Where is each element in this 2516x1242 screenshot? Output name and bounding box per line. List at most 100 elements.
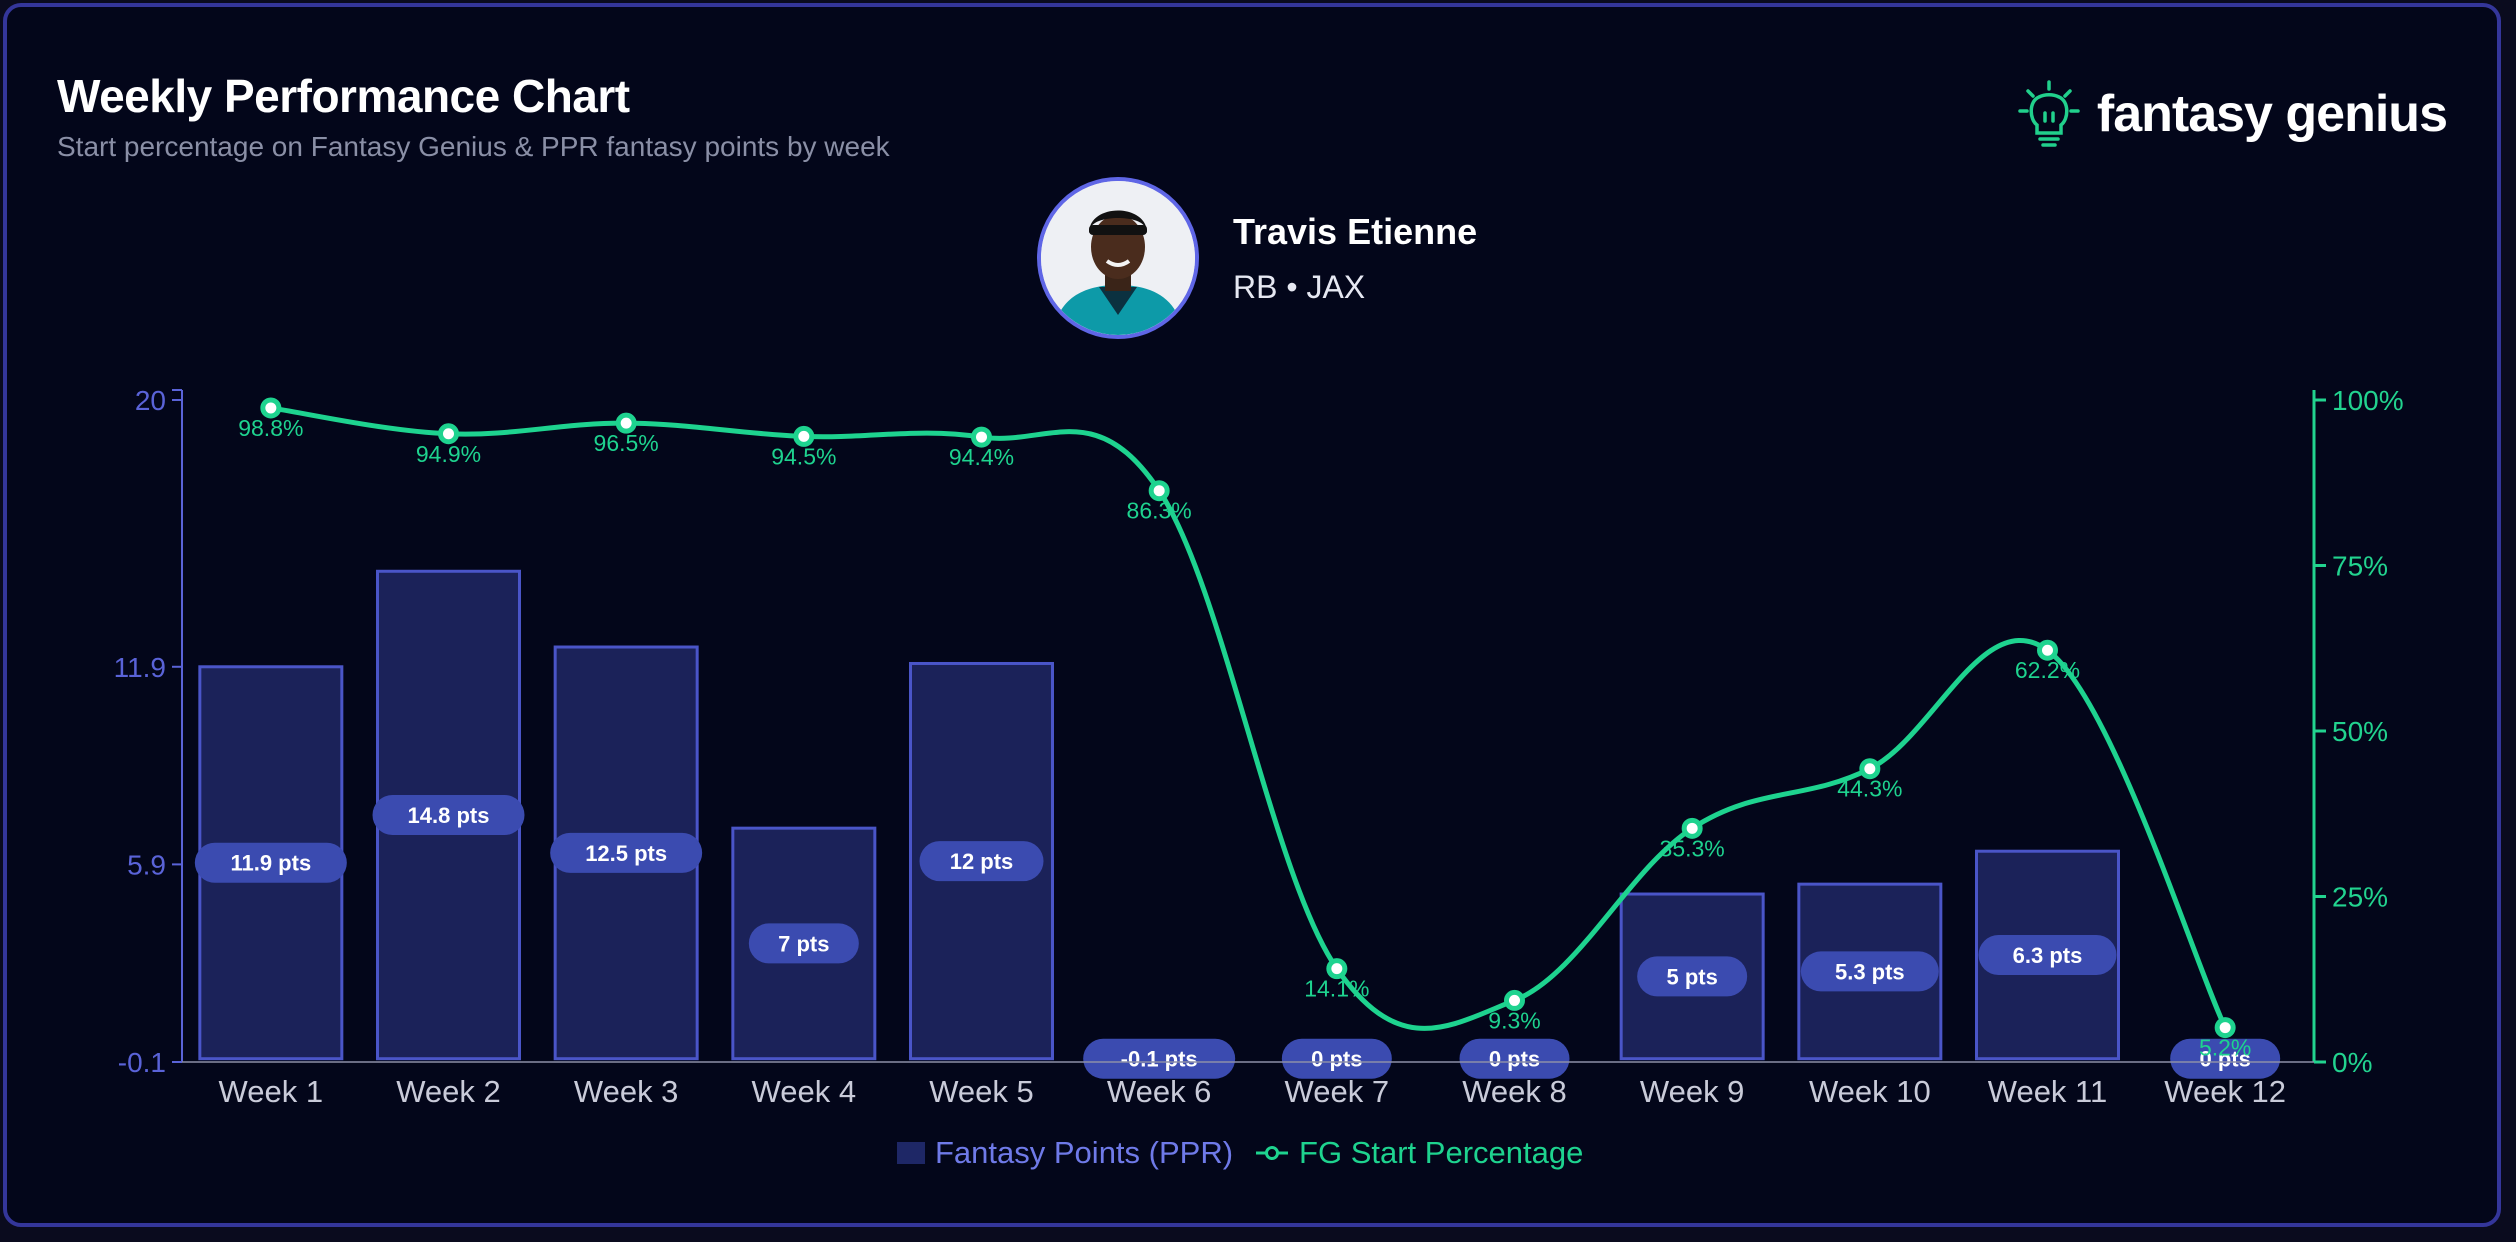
bar-value-label: 0 pts xyxy=(1459,1038,1570,1079)
line-value-label: 14.1% xyxy=(1304,976,1369,1002)
bar-value-pill xyxy=(2170,1038,2281,1079)
bar-series: 11.9 pts 14.8 pts 12.5 pts 7 pts 12 pts -0.1 … xyxy=(194,569,2281,1079)
player-avatar xyxy=(1037,177,1199,339)
bar-value-pill xyxy=(919,841,1044,882)
bar-value-pill xyxy=(372,794,525,835)
line-value-label: 98.8% xyxy=(238,415,303,441)
bar-value-label: 12 pts xyxy=(919,841,1044,882)
left-axis-tick-label: 11.9 xyxy=(114,652,166,683)
line-point xyxy=(2214,1017,2236,1039)
line-point xyxy=(260,397,282,419)
x-axis-tick-label: Week 2 xyxy=(396,1074,501,1109)
bar-value-label: 14.8 pts xyxy=(372,794,525,835)
lightbulb-icon xyxy=(2018,80,2080,147)
bar-value-text: 7 pts xyxy=(778,931,829,956)
x-axis-tick-label: Week 5 xyxy=(929,1074,1034,1109)
right-axis-tick-label: 100% xyxy=(2332,385,2404,416)
bar-value-text: 12.5 pts xyxy=(585,841,667,866)
legend-label-start-pct: FG Start Percentage xyxy=(1299,1135,1584,1170)
bar-value-text: 0 pts xyxy=(1489,1047,1540,1072)
bar-value-pill xyxy=(748,923,859,964)
legend-swatch-line xyxy=(1256,1146,1289,1160)
right-axis-tick-label: 0% xyxy=(2332,1047,2372,1078)
bar-value-text: -0.1 pts xyxy=(1121,1047,1198,1072)
line-value-label: 5.2% xyxy=(2199,1035,2251,1061)
bar-value-pill xyxy=(1083,1038,1236,1079)
bar-value-text: 0 pts xyxy=(1311,1047,1362,1072)
bar-value-label: -0.1 pts xyxy=(1083,1038,1236,1079)
bar-value-label: 0 pts xyxy=(1281,1038,1392,1079)
player-photo xyxy=(1041,181,1195,335)
player-header: Travis Etienne RB • JAX xyxy=(1037,177,1477,339)
right-axis-tick-label: 25% xyxy=(2332,882,2388,913)
right-axis-tick-label: 75% xyxy=(2332,551,2388,582)
legend-swatch-bar xyxy=(897,1142,925,1164)
x-axis-tick-label: Week 9 xyxy=(1640,1074,1745,1109)
x-axis-tick-label: Week 4 xyxy=(752,1074,857,1109)
line-value-label: 94.5% xyxy=(771,443,836,469)
line-point xyxy=(1148,480,1170,502)
bar-value-text: 6.3 pts xyxy=(2013,943,2083,968)
bar-value-pill xyxy=(1637,956,1748,997)
line-point xyxy=(971,426,992,448)
chart-legend: Fantasy Points (PPR) FG Start Percentage xyxy=(897,1135,1605,1171)
chart-subtitle: Start percentage on Fantasy Genius & PPR… xyxy=(57,131,890,162)
bar-value-pill xyxy=(1281,1038,1392,1079)
line-point xyxy=(1504,989,1525,1011)
brand-logo: fantasy genius xyxy=(2017,79,2448,149)
line-series: 98.8% 94.9% 96.5% 94.5% 94.4% 86.3% 14.1% 9.3% 3… xyxy=(238,397,2251,1061)
bar-value-pill xyxy=(1978,934,2117,975)
x-axis-tick-label: Week 10 xyxy=(1809,1074,1931,1109)
x-axis-tick-label: Week 6 xyxy=(1107,1074,1212,1109)
player-name: Travis Etienne xyxy=(1233,210,1478,252)
bar-value-pill xyxy=(550,832,703,873)
line-value-label: 62.2% xyxy=(2015,657,2080,683)
left-axis-tick-label: -0.1 xyxy=(118,1047,166,1078)
bar-value-label: 12.5 pts xyxy=(550,832,703,873)
line-point xyxy=(438,423,459,445)
bar-value-text: 5.3 pts xyxy=(1835,959,1905,984)
x-axis-tick-label: Week 12 xyxy=(2164,1074,2286,1109)
bar-value-pill xyxy=(1800,951,1939,992)
legend-item-points[interactable]: Fantasy Points (PPR) xyxy=(897,1135,1233,1171)
bar-value-pill xyxy=(1459,1038,1570,1079)
x-axis-tick-label: Week 8 xyxy=(1462,1074,1567,1109)
line-point xyxy=(1681,817,1703,839)
line-value-label: 9.3% xyxy=(1488,1007,1540,1033)
bar-value-text: 11.9 pts xyxy=(230,851,311,876)
brand-name: fantasy genius xyxy=(2096,85,2448,143)
line-point xyxy=(615,412,637,434)
line-point xyxy=(2037,639,2058,661)
x-axis-tick-label: Week 1 xyxy=(219,1074,324,1109)
line-path xyxy=(270,405,2228,1031)
bar-value-text: 14.8 pts xyxy=(408,803,490,828)
right-axis-tick-label: 50% xyxy=(2332,716,2388,747)
line-point xyxy=(1859,758,1881,780)
bar-value-pill xyxy=(194,842,347,883)
line-point xyxy=(1326,958,1348,980)
bar-value-label: 11.9 pts xyxy=(194,842,347,883)
line-value-label: 94.4% xyxy=(949,444,1014,470)
bar-value-text: 12 pts xyxy=(950,849,1014,874)
line-value-label: 35.3% xyxy=(1660,835,1725,861)
x-axis-tick-label: Week 11 xyxy=(1988,1074,2107,1109)
player-info: Travis Etienne RB • JAX xyxy=(1233,211,1477,306)
line-value-label: 96.5% xyxy=(594,430,659,456)
player-meta: RB • JAX xyxy=(1233,268,1366,305)
left-axis-tick-label: 5.9 xyxy=(127,849,166,880)
bar-value-label: 5.3 pts xyxy=(1800,951,1939,992)
line-point xyxy=(793,425,815,447)
bar-value-label: 0 pts xyxy=(2170,1038,2281,1079)
chart-title: Weekly Performance Chart xyxy=(57,70,630,122)
x-axis-tick-label: Week 3 xyxy=(574,1074,679,1109)
legend-label-points: Fantasy Points (PPR) xyxy=(935,1135,1234,1170)
line-value-label: 44.3% xyxy=(1837,776,1902,802)
left-axis-tick-label: 20 xyxy=(135,385,166,416)
legend-item-start-pct[interactable]: FG Start Percentage xyxy=(1255,1135,1583,1171)
bar-value-label: 7 pts xyxy=(748,923,859,964)
bar-value-text: 0 pts xyxy=(2199,1047,2250,1072)
bar-value-label: 6.3 pts xyxy=(1978,934,2117,975)
line-value-label: 86.3% xyxy=(1127,498,1192,524)
bar-value-text: 5 pts xyxy=(1666,964,1717,989)
